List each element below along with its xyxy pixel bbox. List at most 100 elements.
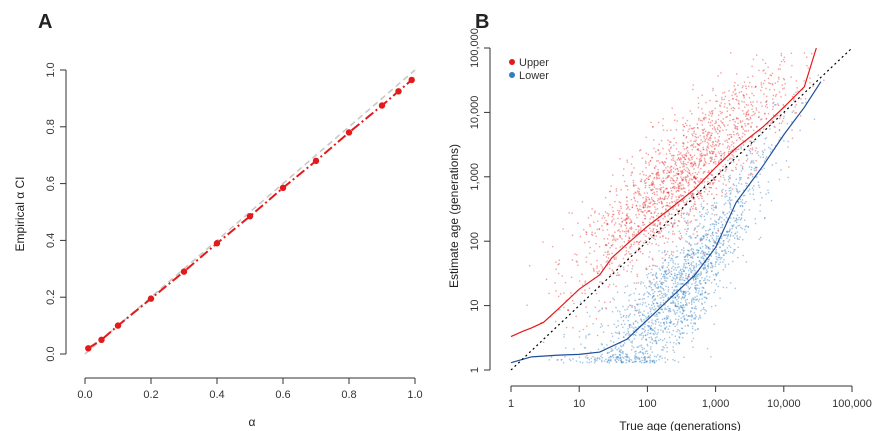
- upper-point: [659, 236, 661, 238]
- lower-point: [649, 251, 651, 253]
- lower-point: [651, 264, 654, 267]
- lower-point: [665, 308, 668, 310]
- upper-point: [681, 170, 683, 173]
- lower-point: [681, 279, 683, 281]
- upper-point: [652, 216, 655, 219]
- lower-point: [674, 280, 676, 282]
- upper-point: [657, 174, 660, 176]
- upper-point: [697, 166, 699, 169]
- upper-point: [653, 177, 655, 180]
- upper-point: [673, 180, 676, 182]
- lower-point: [745, 225, 748, 227]
- lower-point: [695, 281, 697, 283]
- upper-point: [779, 117, 781, 120]
- upper-point: [690, 162, 692, 164]
- lower-point: [715, 202, 718, 204]
- upper-point: [601, 266, 603, 268]
- upper-point: [809, 77, 811, 79]
- lower-point: [667, 305, 669, 308]
- lower-point: [641, 359, 643, 362]
- lower-point: [737, 218, 739, 221]
- upper-point: [638, 241, 640, 244]
- lower-point: [620, 349, 622, 351]
- upper-point: [694, 208, 697, 210]
- lower-point: [653, 291, 656, 293]
- upper-point: [689, 200, 692, 203]
- lower-point: [669, 310, 672, 313]
- lower-point: [760, 134, 762, 136]
- upper-point: [685, 135, 688, 138]
- upper-point: [663, 242, 666, 244]
- upper-point: [659, 196, 661, 199]
- upper-point: [716, 100, 718, 102]
- upper-point: [667, 215, 669, 217]
- upper-point: [686, 170, 689, 173]
- upper-point: [733, 142, 735, 144]
- upper-point: [738, 137, 740, 139]
- upper-point: [717, 75, 719, 77]
- lower-point: [649, 360, 651, 362]
- lower-point: [656, 315, 658, 318]
- upper-point: [558, 263, 560, 265]
- upper-point: [761, 105, 763, 107]
- upper-point: [608, 234, 610, 236]
- lower-point: [620, 362, 623, 364]
- lower-point: [692, 267, 695, 269]
- upper-point: [790, 76, 792, 78]
- lower-point: [611, 350, 613, 352]
- lower-point: [711, 232, 714, 234]
- lower-point: [672, 323, 674, 326]
- lower-point: [655, 287, 658, 289]
- lower-point: [662, 262, 664, 264]
- upper-point: [667, 169, 669, 172]
- lower-point: [712, 274, 715, 276]
- lower-point: [669, 309, 671, 311]
- lower-point: [729, 203, 731, 205]
- upper-point: [548, 292, 550, 295]
- upper-point: [755, 85, 757, 88]
- lower-point: [691, 325, 694, 328]
- upper-point: [638, 208, 641, 210]
- upper-point: [611, 235, 613, 237]
- upper-point: [693, 215, 695, 217]
- upper-point: [627, 264, 629, 267]
- lower-point: [778, 178, 781, 181]
- lower-point: [729, 217, 732, 219]
- upper-point: [708, 111, 711, 113]
- lower-point: [693, 265, 695, 267]
- upper-point: [678, 185, 681, 187]
- upper-point: [677, 154, 679, 156]
- lower-point: [742, 195, 745, 197]
- lower-point: [677, 361, 680, 363]
- lower-point: [652, 323, 654, 325]
- upper-point: [717, 151, 720, 153]
- lower-point: [638, 298, 640, 301]
- lower-point: [730, 189, 732, 192]
- lower-point: [703, 260, 705, 262]
- lower-point: [606, 361, 608, 363]
- lower-point: [698, 225, 700, 227]
- lower-point: [690, 322, 692, 324]
- lower-point: [655, 277, 658, 279]
- lower-point: [797, 90, 799, 93]
- upper-point: [666, 191, 668, 194]
- upper-point: [686, 146, 689, 149]
- upper-point: [742, 85, 744, 87]
- upper-point: [652, 126, 654, 128]
- upper-point: [663, 198, 666, 200]
- lower-point: [646, 333, 649, 336]
- lower-point: [722, 244, 724, 246]
- lower-point: [700, 203, 702, 205]
- lower-point: [665, 273, 668, 276]
- upper-point: [751, 86, 753, 88]
- lower-point: [710, 261, 712, 264]
- upper-point: [644, 206, 646, 208]
- lower-point: [727, 250, 730, 253]
- upper-point: [751, 122, 753, 124]
- upper-point: [628, 216, 630, 218]
- upper-point: [651, 236, 653, 238]
- panel-a-y-tick-label: 0.4: [45, 233, 57, 248]
- upper-point: [639, 251, 642, 253]
- lower-point: [745, 184, 748, 187]
- upper-point: [763, 69, 765, 71]
